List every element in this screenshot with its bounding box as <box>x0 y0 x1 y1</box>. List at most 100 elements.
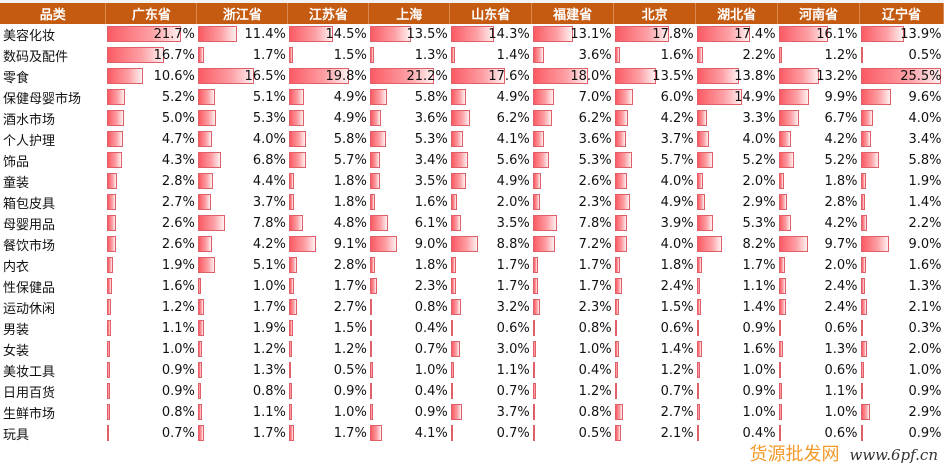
value-cell[interactable]: 2.6% <box>106 213 197 234</box>
value-cell[interactable]: 4.7% <box>106 129 197 150</box>
value-cell[interactable]: 1.6% <box>860 255 944 276</box>
value-cell[interactable]: 6.2% <box>450 108 532 129</box>
value-cell[interactable]: 1.3% <box>860 276 944 297</box>
value-cell[interactable]: 0.7% <box>106 423 197 444</box>
value-cell[interactable]: 9.9% <box>778 87 860 108</box>
value-cell[interactable]: 0.7% <box>369 339 450 360</box>
value-cell[interactable]: 6.1% <box>369 213 450 234</box>
value-cell[interactable]: 0.9% <box>288 381 369 402</box>
value-cell[interactable]: 2.7% <box>614 402 696 423</box>
value-cell[interactable]: 2.3% <box>532 297 614 318</box>
value-cell[interactable]: 5.8% <box>369 87 450 108</box>
value-cell[interactable]: 0.5% <box>288 360 369 381</box>
value-cell[interactable]: 1.0% <box>696 402 778 423</box>
value-cell[interactable]: 13.9% <box>860 24 944 45</box>
category-cell[interactable]: 男装 <box>3 323 30 338</box>
category-cell[interactable]: 个人护理 <box>3 134 56 149</box>
header-province[interactable]: 湖北省 <box>695 3 779 24</box>
value-cell[interactable]: 3.7% <box>614 129 696 150</box>
value-cell[interactable]: 1.2% <box>197 339 288 360</box>
header-province[interactable]: 江苏省 <box>287 3 370 24</box>
value-cell[interactable]: 1.2% <box>532 381 614 402</box>
value-cell[interactable]: 1.8% <box>288 192 369 213</box>
value-cell[interactable]: 2.9% <box>860 402 944 423</box>
value-cell[interactable]: 0.9% <box>860 381 944 402</box>
value-cell[interactable]: 1.0% <box>288 402 369 423</box>
value-cell[interactable]: 4.0% <box>696 129 778 150</box>
value-cell[interactable]: 2.0% <box>696 171 778 192</box>
value-cell[interactable]: 2.2% <box>696 45 778 66</box>
value-cell[interactable]: 5.3% <box>369 129 450 150</box>
value-cell[interactable]: 4.9% <box>614 192 696 213</box>
value-cell[interactable]: 14.5% <box>288 24 369 45</box>
value-cell[interactable]: 2.1% <box>860 297 944 318</box>
value-cell[interactable]: 1.9% <box>860 171 944 192</box>
value-cell[interactable]: 13.5% <box>369 24 450 45</box>
value-cell[interactable]: 4.9% <box>450 87 532 108</box>
category-cell[interactable]: 玩具 <box>3 428 30 443</box>
value-cell[interactable]: 0.7% <box>450 423 532 444</box>
value-cell[interactable]: 7.2% <box>532 234 614 255</box>
value-cell[interactable]: 4.0% <box>614 171 696 192</box>
value-cell[interactable]: 5.7% <box>614 150 696 171</box>
value-cell[interactable]: 1.4% <box>450 45 532 66</box>
category-cell[interactable]: 酒水市场 <box>3 113 56 128</box>
value-cell[interactable]: 0.5% <box>860 45 944 66</box>
category-cell[interactable]: 女装 <box>3 344 30 359</box>
value-cell[interactable]: 1.2% <box>106 297 197 318</box>
value-cell[interactable]: 0.4% <box>696 423 778 444</box>
value-cell[interactable]: 0.9% <box>106 381 197 402</box>
value-cell[interactable]: 1.5% <box>288 45 369 66</box>
category-cell[interactable]: 保健母婴市场 <box>3 92 82 107</box>
value-cell[interactable]: 3.2% <box>450 297 532 318</box>
value-cell[interactable]: 2.7% <box>106 192 197 213</box>
value-cell[interactable]: 3.7% <box>450 402 532 423</box>
value-cell[interactable]: 2.6% <box>532 171 614 192</box>
category-cell[interactable]: 美妆工具 <box>3 365 56 380</box>
header-category[interactable]: 品类 <box>0 3 107 24</box>
value-cell[interactable]: 4.0% <box>197 129 288 150</box>
value-cell[interactable]: 5.3% <box>197 108 288 129</box>
value-cell[interactable]: 1.0% <box>106 339 197 360</box>
value-cell[interactable]: 13.8% <box>696 66 778 87</box>
value-cell[interactable]: 1.6% <box>696 339 778 360</box>
value-cell[interactable]: 0.9% <box>696 381 778 402</box>
value-cell[interactable]: 4.0% <box>614 234 696 255</box>
value-cell[interactable]: 13.1% <box>532 24 614 45</box>
value-cell[interactable]: 7.8% <box>532 213 614 234</box>
value-cell[interactable]: 1.4% <box>696 297 778 318</box>
value-cell[interactable]: 1.1% <box>450 360 532 381</box>
value-cell[interactable]: 1.0% <box>532 339 614 360</box>
value-cell[interactable]: 1.0% <box>860 360 944 381</box>
value-cell[interactable]: 1.7% <box>197 423 288 444</box>
value-cell[interactable]: 6.2% <box>532 108 614 129</box>
value-cell[interactable]: 1.9% <box>197 318 288 339</box>
value-cell[interactable]: 16.5% <box>197 66 288 87</box>
value-cell[interactable]: 4.9% <box>288 108 369 129</box>
header-province[interactable]: 上海 <box>368 3 451 24</box>
category-cell[interactable]: 童装 <box>3 176 30 191</box>
value-cell[interactable]: 5.2% <box>778 150 860 171</box>
value-cell[interactable]: 4.9% <box>450 171 532 192</box>
value-cell[interactable]: 2.0% <box>860 339 944 360</box>
value-cell[interactable]: 14.9% <box>696 87 778 108</box>
value-cell[interactable]: 6.8% <box>197 150 288 171</box>
value-cell[interactable]: 13.5% <box>614 66 696 87</box>
value-cell[interactable]: 0.6% <box>778 318 860 339</box>
value-cell[interactable]: 3.6% <box>532 45 614 66</box>
value-cell[interactable]: 2.8% <box>778 192 860 213</box>
category-cell[interactable]: 美容化妆 <box>3 29 56 44</box>
category-cell[interactable]: 日用百货 <box>3 386 56 401</box>
value-cell[interactable]: 4.9% <box>288 87 369 108</box>
value-cell[interactable]: 2.6% <box>106 234 197 255</box>
value-cell[interactable]: 11.4% <box>197 24 288 45</box>
value-cell[interactable]: 0.7% <box>450 381 532 402</box>
value-cell[interactable]: 1.6% <box>369 192 450 213</box>
value-cell[interactable]: 1.5% <box>614 297 696 318</box>
value-cell[interactable]: 17.8% <box>614 24 696 45</box>
value-cell[interactable]: 0.9% <box>369 402 450 423</box>
value-cell[interactable]: 1.6% <box>106 276 197 297</box>
value-cell[interactable]: 1.0% <box>197 276 288 297</box>
value-cell[interactable]: 3.0% <box>450 339 532 360</box>
value-cell[interactable]: 0.4% <box>369 318 450 339</box>
